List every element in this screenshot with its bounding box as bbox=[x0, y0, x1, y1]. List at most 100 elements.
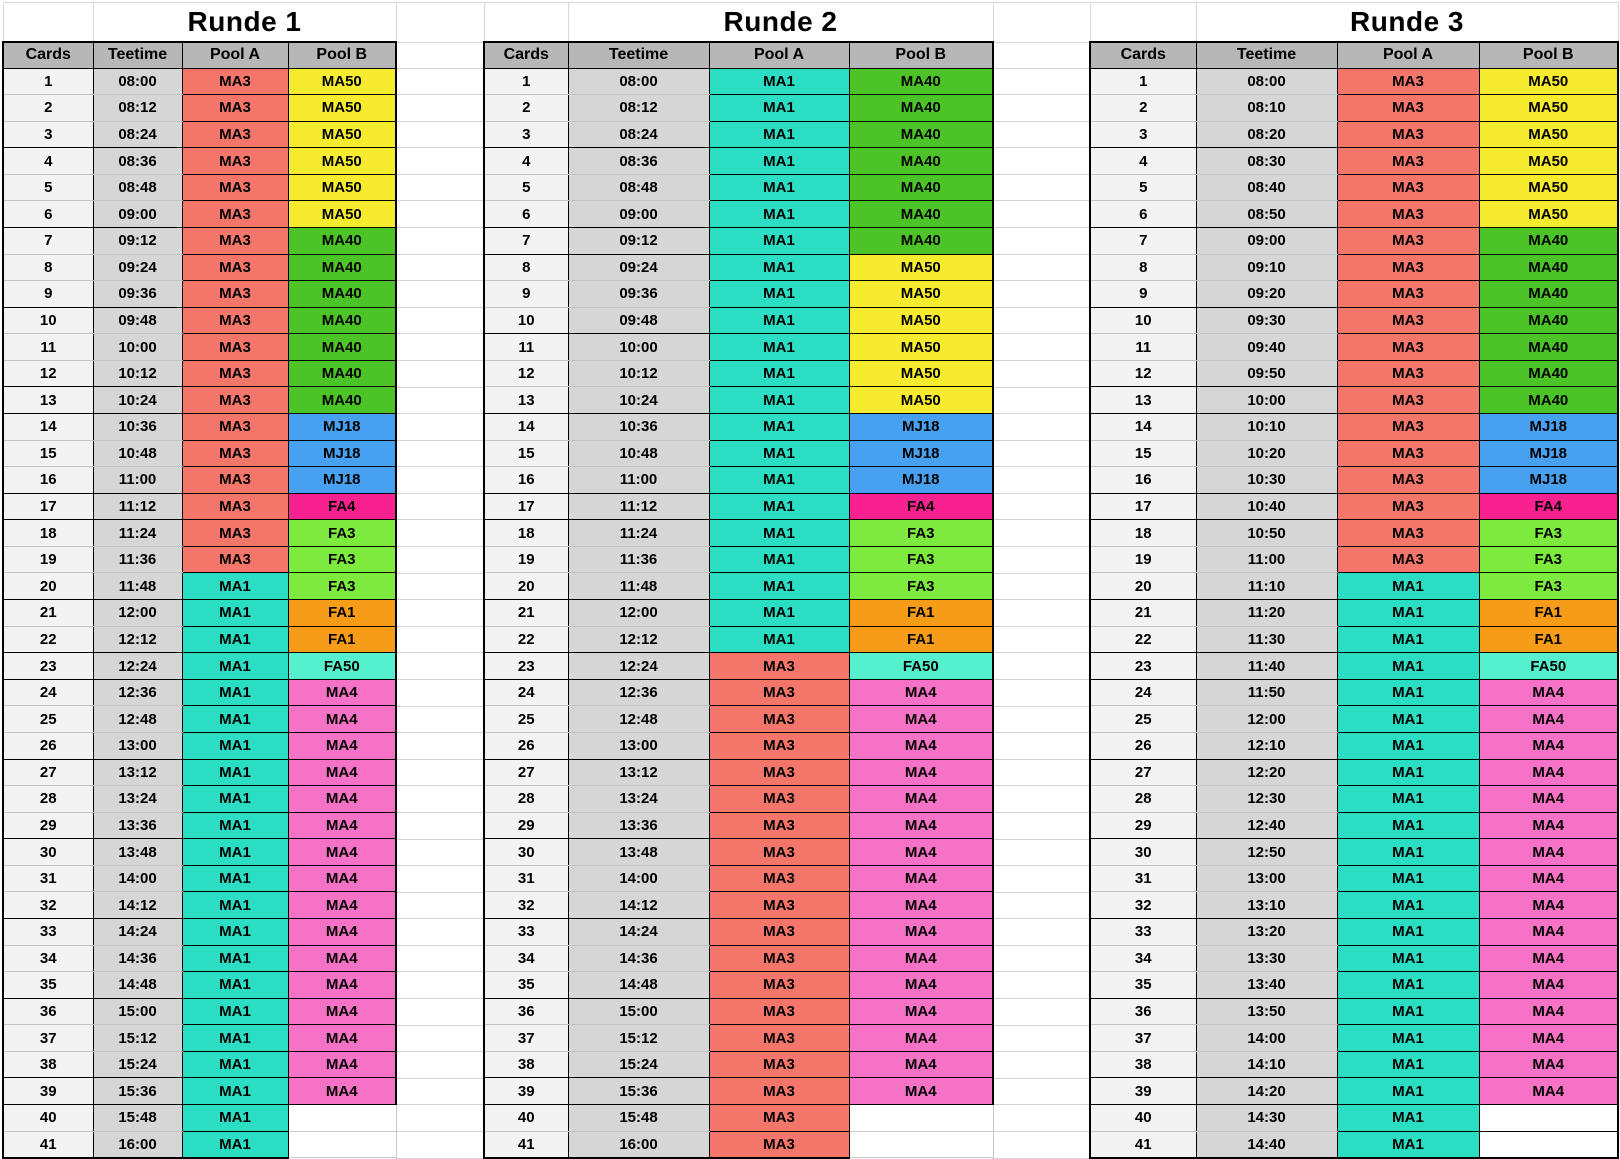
pool-b-cell: MA50 bbox=[848, 386, 995, 415]
teetime-cell: 11:36 bbox=[567, 545, 710, 574]
pool-a-cell: MA1 bbox=[181, 1024, 289, 1052]
table-row: 38 14:10 MA1 MA4 bbox=[1089, 1050, 1620, 1079]
table-row: 24 11:50 MA1 MA4 bbox=[1089, 678, 1620, 707]
gridline bbox=[395, 705, 483, 707]
pool-b-cell: MA50 bbox=[848, 333, 995, 361]
gridline bbox=[395, 652, 483, 654]
gridline bbox=[395, 891, 483, 893]
pool-b-cell: MA40 bbox=[848, 147, 995, 175]
cards-cell: 29 bbox=[2, 811, 94, 840]
table-row: 39 15:36 MA3 MA4 bbox=[483, 1077, 995, 1106]
pool-a-cell: MA3 bbox=[1336, 333, 1480, 361]
pool-a-cell: MA1 bbox=[181, 678, 289, 707]
pool-a-cell: MA1 bbox=[1336, 705, 1480, 733]
table-row: 29 13:36 MA3 MA4 bbox=[483, 811, 995, 840]
gridline bbox=[395, 944, 483, 946]
pool-b-cell: MA4 bbox=[287, 838, 398, 866]
cards-cell: 30 bbox=[2, 838, 94, 866]
gridline bbox=[992, 120, 1089, 122]
teetime-cell: 09:24 bbox=[92, 253, 183, 282]
pool-b-cell: MA4 bbox=[1478, 785, 1620, 813]
pool-a-cell: MA1 bbox=[1336, 1130, 1480, 1159]
pool-a-cell: MA3 bbox=[708, 1050, 850, 1079]
table-row: 39 14:20 MA1 MA4 bbox=[1089, 1077, 1620, 1106]
table-row: 30 12:50 MA1 MA4 bbox=[1089, 838, 1620, 866]
column-header-teetime: Teetime bbox=[92, 41, 183, 69]
title-row: Runde 1 bbox=[2, 2, 397, 43]
gridline bbox=[395, 492, 483, 494]
gridline bbox=[992, 359, 1089, 361]
pool-a-cell: MA3 bbox=[1336, 147, 1480, 175]
column-header-cards: Cards bbox=[1089, 41, 1197, 69]
cards-cell: 1 bbox=[483, 67, 569, 96]
cards-cell: 10 bbox=[1089, 306, 1197, 335]
table-row: 36 15:00 MA3 MA4 bbox=[483, 997, 995, 1026]
pool-a-cell: MA1 bbox=[708, 67, 850, 96]
teetime-cell: 08:48 bbox=[92, 173, 183, 202]
gridline bbox=[992, 705, 1089, 707]
gridline bbox=[395, 67, 483, 69]
table-row: 32 13:10 MA1 MA4 bbox=[1089, 891, 1620, 919]
cards-cell: 17 bbox=[2, 492, 94, 521]
table-row: 21 11:20 MA1 FA1 bbox=[1089, 599, 1620, 627]
cards-cell: 39 bbox=[2, 1077, 94, 1106]
teetime-cell: 10:48 bbox=[92, 439, 183, 468]
pool-a-cell: MA1 bbox=[708, 253, 850, 282]
cards-cell: 22 bbox=[483, 625, 569, 654]
pool-b-cell: FA3 bbox=[848, 572, 995, 601]
pool-a-cell: MA3 bbox=[1336, 413, 1480, 441]
teetime-cell: 10:10 bbox=[1195, 413, 1338, 441]
teetime-cell: 13:48 bbox=[92, 838, 183, 866]
teetime-cell: 10:24 bbox=[567, 386, 710, 415]
teetime-cell: 09:48 bbox=[92, 306, 183, 335]
teetime-cell: 13:36 bbox=[92, 811, 183, 840]
pool-a-cell: MA3 bbox=[181, 545, 289, 574]
teetime-cell: 11:00 bbox=[1195, 545, 1338, 574]
teetime-cell: 13:00 bbox=[1195, 864, 1338, 893]
teetime-cell: 12:12 bbox=[92, 625, 183, 654]
pool-b-cell: MA4 bbox=[1478, 731, 1620, 760]
gridline bbox=[992, 1024, 1089, 1026]
pool-a-cell: MA1 bbox=[1336, 811, 1480, 840]
cards-cell: 21 bbox=[2, 599, 94, 627]
teetime-cell: 09:30 bbox=[1195, 306, 1338, 335]
teetime-cell: 08:00 bbox=[92, 67, 183, 96]
gridline bbox=[992, 200, 1089, 202]
gridline bbox=[992, 147, 1089, 149]
gridline bbox=[992, 1130, 1089, 1132]
cards-cell: 3 bbox=[2, 120, 94, 149]
pool-a-cell: MA1 bbox=[181, 652, 289, 680]
pool-b-cell: MA4 bbox=[848, 891, 995, 919]
pool-b-cell: MJ18 bbox=[287, 439, 398, 468]
pool-a-cell: MA1 bbox=[708, 333, 850, 361]
pool-a-cell: MA1 bbox=[708, 439, 850, 468]
pool-b-cell: MA40 bbox=[287, 333, 398, 361]
pool-b-cell: MA50 bbox=[287, 94, 398, 122]
pool-a-cell: MA1 bbox=[1336, 864, 1480, 893]
pool-b-cell: MA50 bbox=[287, 120, 398, 149]
table-row: 10 09:48 MA1 MA50 bbox=[483, 306, 995, 335]
pool-a-cell: MA3 bbox=[181, 306, 289, 335]
pool-a-cell: MA1 bbox=[181, 1050, 289, 1079]
teetime-cell: 10:00 bbox=[1195, 386, 1338, 415]
teetime-cell: 12:48 bbox=[567, 705, 710, 733]
cards-cell: 4 bbox=[483, 147, 569, 175]
table-title: Runde 1 bbox=[92, 2, 397, 43]
gridline bbox=[395, 599, 483, 601]
teetime-cell: 11:00 bbox=[92, 466, 183, 494]
cards-cell: 6 bbox=[483, 200, 569, 228]
table-title: Runde 3 bbox=[1195, 2, 1619, 43]
pool-a-cell: MA1 bbox=[708, 147, 850, 175]
cards-cell: 33 bbox=[483, 918, 569, 946]
pool-a-cell: MA3 bbox=[1336, 519, 1480, 547]
teetime-cell: 12:30 bbox=[1195, 785, 1338, 813]
cards-cell: 34 bbox=[1089, 944, 1197, 973]
cards-cell: 8 bbox=[1089, 253, 1197, 282]
table-row: 12 09:50 MA3 MA40 bbox=[1089, 359, 1620, 388]
cards-cell: 38 bbox=[2, 1050, 94, 1079]
pool-b-cell: FA50 bbox=[848, 652, 995, 680]
pool-a-cell: MA3 bbox=[1336, 492, 1480, 521]
column-header-pool-a: Pool A bbox=[1336, 41, 1480, 69]
pool-b-cell: MA4 bbox=[287, 997, 398, 1026]
pool-a-cell: MA3 bbox=[708, 705, 850, 733]
